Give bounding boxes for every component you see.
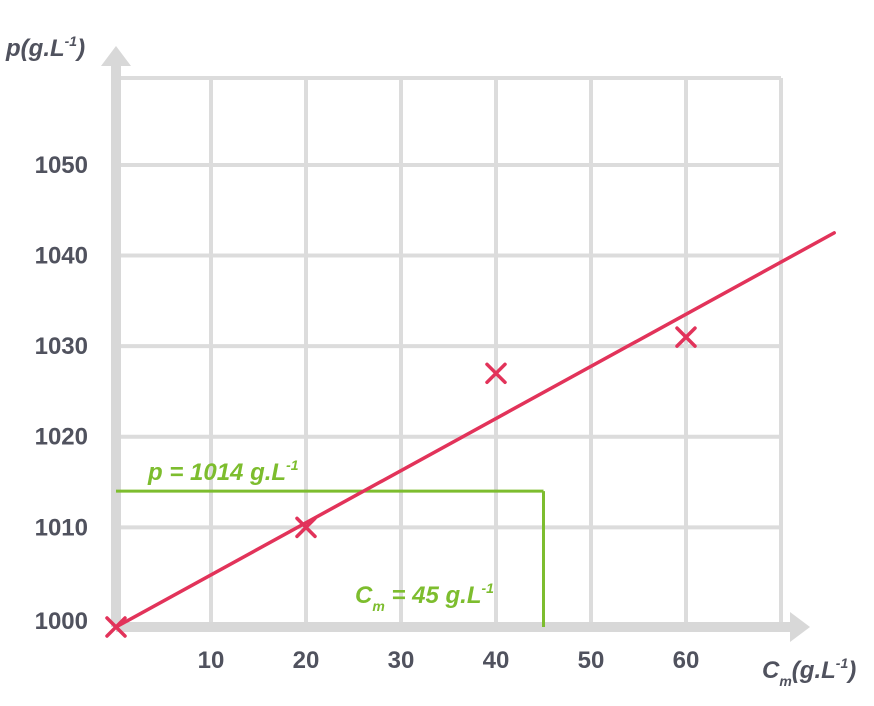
annotation-cm-label: Cm = 45 g.L-1 — [355, 580, 494, 614]
y-tick-label: 1000 — [35, 608, 88, 635]
annotation-p-label: p = 1014 g.L-1 — [147, 457, 299, 486]
axes — [101, 46, 810, 642]
y-tick-label: 1030 — [35, 333, 88, 360]
x-tick-label: 10 — [198, 647, 225, 674]
y-tick-label: 1050 — [35, 152, 88, 179]
y-axis-title: p(g.L-1) — [5, 33, 85, 62]
x-axis-title: Cm(g.L-1) — [762, 655, 856, 689]
y-tick-label: 1040 — [35, 243, 88, 270]
x-tick-label: 50 — [578, 647, 605, 674]
x-tick-label: 60 — [673, 647, 700, 674]
y-axis-arrow-icon — [101, 46, 131, 66]
data-point — [485, 362, 507, 385]
grid — [116, 76, 783, 627]
trend-line — [114, 231, 836, 629]
series — [105, 231, 836, 638]
y-tick-label: 1010 — [35, 514, 88, 541]
data-point — [105, 616, 127, 638]
x-tick-label: 20 — [293, 647, 320, 674]
x-axis-arrow-icon — [790, 612, 810, 642]
annotations — [116, 489, 545, 627]
x-tick-label: 40 — [483, 647, 510, 674]
data-point — [675, 326, 697, 348]
y-tick-label: 1020 — [35, 424, 88, 451]
data-point — [295, 516, 317, 539]
x-tick-label: 30 — [388, 647, 415, 674]
